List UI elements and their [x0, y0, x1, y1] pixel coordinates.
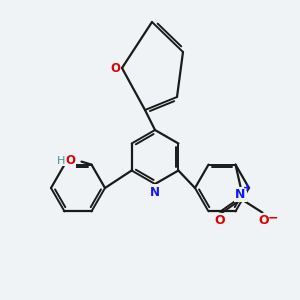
Text: H: H [57, 156, 66, 166]
Text: N: N [150, 185, 160, 199]
Text: −: − [267, 211, 278, 224]
Text: N: N [235, 188, 246, 201]
Text: O: O [65, 154, 76, 167]
Text: O: O [214, 214, 225, 227]
Text: +: + [243, 183, 252, 193]
Text: O: O [258, 214, 269, 227]
Text: O: O [110, 61, 120, 74]
